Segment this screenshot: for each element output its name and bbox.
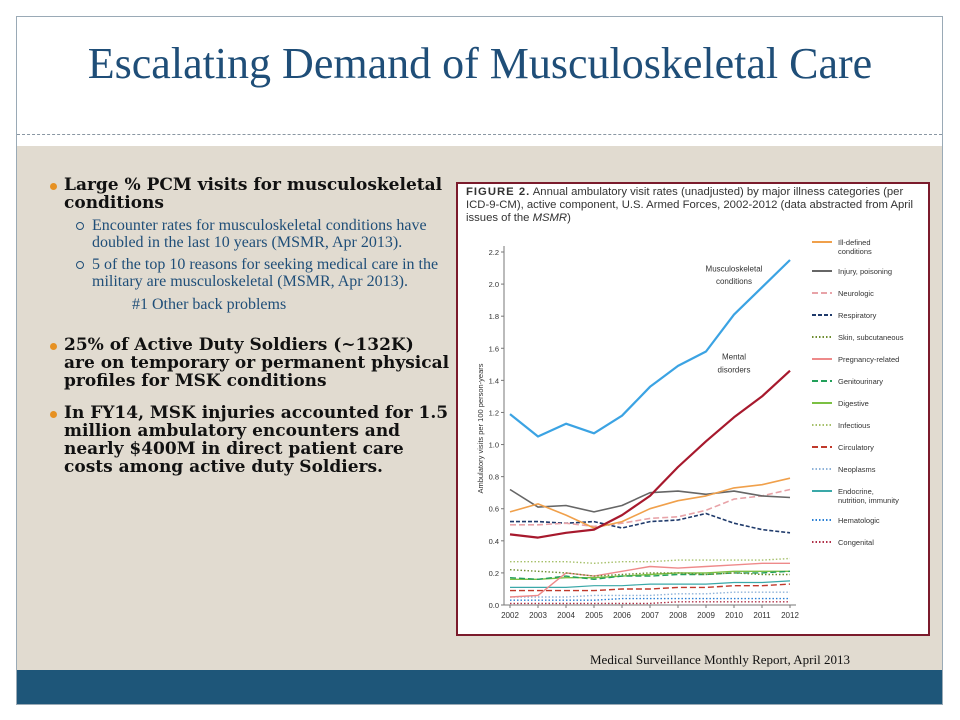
x-tick-label: 2002: [501, 611, 519, 620]
sub-bullet-ring-icon: [76, 222, 84, 230]
bullet-item: 25% of Active Duty Soldiers (~132K) are …: [30, 336, 450, 390]
series-line: [510, 580, 791, 589]
footer-bar: [17, 670, 942, 704]
series-line: [509, 562, 790, 598]
y-tick-label: 1.0: [489, 441, 499, 450]
legend-label: Respiratory: [838, 311, 877, 320]
y-axis-label: Ambulatory visits per 100 person-years: [476, 363, 485, 493]
legend-label: Neoplasms: [838, 465, 876, 474]
y-tick-label: 1.4: [489, 376, 499, 385]
x-tick-label: 2004: [557, 611, 575, 620]
legend-label: Injury, poisoning: [838, 267, 892, 276]
bullet-dot-icon: [50, 411, 57, 418]
x-tick-label: 2003: [529, 611, 547, 620]
legend-label: Pregnancy-related: [838, 355, 899, 364]
y-tick-label: 2.0: [489, 280, 499, 289]
sub-sub-text: #1 Other back problems: [132, 296, 287, 313]
title-divider: [17, 134, 942, 135]
chart-annotation: conditions: [716, 277, 752, 286]
x-tick-label: 2011: [753, 611, 771, 620]
legend-label: nutrition, immunity: [838, 496, 899, 505]
chart-annotation: disorders: [718, 365, 751, 374]
legend-label: Congenital: [838, 538, 874, 547]
source-citation: Medical Surveillance Monthly Report, Apr…: [590, 652, 850, 667]
figure-caption-text: Annual ambulatory visit rates (unadjuste…: [466, 186, 914, 224]
page-title: Escalating Demand of Musculoskeletal Car…: [87, 39, 873, 88]
bullet-text: Large % PCM visits for musculoskeletal c…: [64, 175, 443, 213]
y-tick-label: 0.2: [489, 569, 499, 578]
series-line: [509, 570, 791, 580]
series-line: [510, 557, 791, 564]
series-line: [509, 488, 791, 513]
series-line: [510, 570, 790, 580]
sub-bullet-ring-icon: [76, 261, 84, 269]
series-line: [510, 583, 791, 592]
figure-caption: FIGURE 2. Annual ambulatory visit rates …: [466, 186, 921, 225]
y-tick-label: 2.2: [489, 248, 499, 257]
x-tick-label: 2010: [725, 611, 743, 620]
sub-bullet-text: 5 of the top 10 reasons for seeking medi…: [92, 256, 439, 290]
legend-label: Genitourinary: [838, 377, 883, 386]
sub-bullet-item: Encounter rates for musculoskeletal cond…: [30, 217, 450, 251]
y-tick-label: 0.6: [489, 505, 499, 514]
chart-annotation: Mental: [722, 353, 746, 362]
legend-label: conditions: [838, 247, 872, 256]
x-tick-label: 2012: [781, 611, 799, 620]
series-line: [510, 512, 791, 534]
bullet-text: 25% of Active Duty Soldiers (~132K) are …: [64, 335, 450, 391]
x-tick-label: 2009: [697, 611, 715, 620]
series-line: [509, 369, 791, 539]
series-line: [510, 488, 791, 528]
series-line: [510, 601, 790, 605]
y-tick-label: 1.6: [489, 344, 499, 353]
legend-label: Infectious: [838, 421, 870, 430]
bullet-dot-icon: [50, 183, 57, 190]
legend-label: Ill-defined: [838, 238, 871, 247]
figure-label: FIGURE 2.: [466, 186, 531, 198]
legend-label: Skin, subcutaneous: [838, 333, 904, 342]
x-tick-label: 2006: [613, 611, 631, 620]
series-line: [509, 259, 791, 438]
series-line: [509, 477, 791, 529]
chart-annotation: Musculoskeletal: [706, 264, 763, 273]
sub-bullet-item: 5 of the top 10 reasons for seeking medi…: [30, 256, 450, 290]
legend-label: Digestive: [838, 399, 869, 408]
bullet-item: Large % PCM visits for musculoskeletal c…: [30, 176, 450, 212]
figure-caption-source: MSMR: [532, 212, 568, 224]
x-tick-label: 2005: [585, 611, 603, 620]
y-tick-label: 1.2: [489, 408, 499, 417]
legend-label: Neurologic: [838, 289, 874, 298]
series-line: [510, 591, 790, 598]
series-line: [510, 597, 790, 601]
legend-label: Hematologic: [838, 516, 880, 525]
sub-bullet-text: Encounter rates for musculoskeletal cond…: [92, 217, 427, 251]
y-tick-label: 0.8: [489, 473, 499, 482]
figure-caption-end: ): [567, 212, 571, 224]
y-tick-label: 0.4: [489, 537, 499, 546]
bullet-item: In FY14, MSK injuries accounted for 1.5 …: [30, 404, 450, 476]
legend-label: Endocrine,: [838, 487, 874, 496]
legend-label: Circulatory: [838, 443, 874, 452]
bullet-dot-icon: [50, 343, 57, 350]
x-tick-label: 2008: [669, 611, 687, 620]
bullet-list: Large % PCM visits for musculoskeletal c…: [30, 176, 450, 476]
y-tick-label: 0.0: [489, 601, 499, 610]
x-tick-label: 2007: [641, 611, 659, 620]
slide-frame: [16, 16, 943, 705]
bullet-text: In FY14, MSK injuries accounted for 1.5 …: [64, 403, 449, 477]
y-tick-label: 1.8: [489, 312, 499, 321]
series-line: [509, 569, 790, 577]
